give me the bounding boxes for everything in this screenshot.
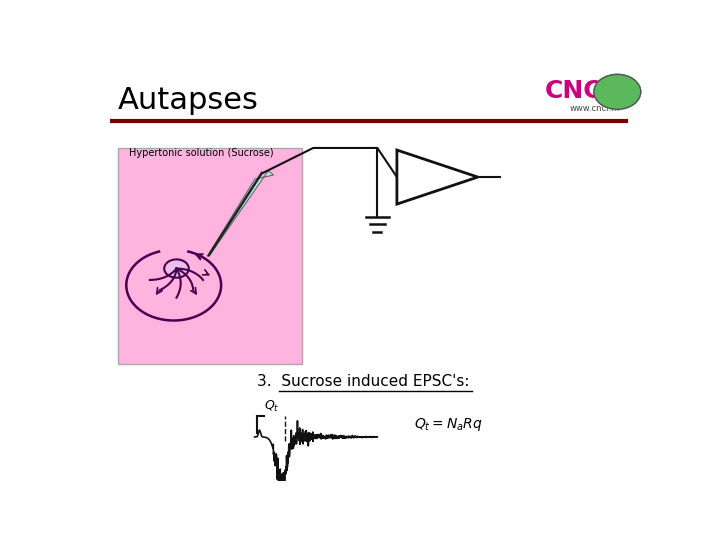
Polygon shape xyxy=(397,150,478,204)
Polygon shape xyxy=(207,171,274,256)
Text: $Q_t$: $Q_t$ xyxy=(264,399,279,414)
FancyBboxPatch shape xyxy=(118,148,302,364)
Circle shape xyxy=(594,75,641,109)
Circle shape xyxy=(164,259,189,278)
Text: www.cncr.nl: www.cncr.nl xyxy=(570,104,620,113)
Text: Hypertonic solution (Sucrose): Hypertonic solution (Sucrose) xyxy=(129,148,274,158)
Text: CNCR: CNCR xyxy=(545,79,621,103)
Text: Autapses: Autapses xyxy=(118,85,258,114)
Text: 3.  Sucrose induced EPSC's:: 3. Sucrose induced EPSC's: xyxy=(258,374,470,389)
Text: $Q_t$$=$$N_a$$Rq$: $Q_t$$=$$N_a$$Rq$ xyxy=(413,416,482,433)
